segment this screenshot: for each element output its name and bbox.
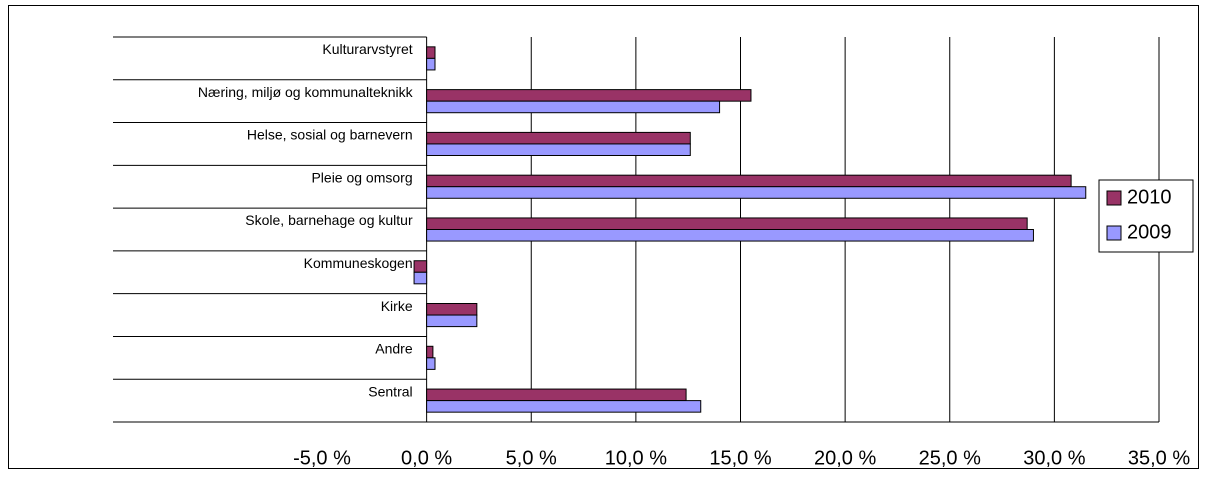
x-tick-label: 20,0 %: [814, 447, 876, 469]
legend-label: 2010: [1127, 186, 1172, 208]
bar: [426, 229, 1034, 242]
bar: [413, 271, 428, 285]
bar: [426, 345, 434, 359]
bar: [426, 57, 436, 71]
legend-swatch: [1106, 225, 1122, 241]
x-tick-label: 5,0 %: [506, 447, 557, 469]
bar: [426, 100, 721, 114]
bar: [426, 217, 1028, 230]
bar: [426, 314, 478, 328]
bar: [426, 174, 1072, 188]
bar: [426, 388, 687, 402]
y-tick-label: Kirke: [381, 298, 413, 314]
legend-label: 2009: [1127, 221, 1172, 243]
bar: [426, 89, 752, 102]
bar: [426, 143, 691, 156]
bar: [426, 46, 436, 59]
y-tick-label: Andre: [375, 341, 413, 357]
x-tick-label: 10,0 %: [605, 447, 667, 469]
y-tick-label: Kulturarvstyret: [322, 41, 412, 57]
x-tick-label: 35,0 %: [1128, 447, 1190, 469]
y-tick-label: Kommuneskogen: [304, 255, 413, 271]
bar: [426, 303, 478, 316]
bar: [426, 400, 702, 413]
y-tick-label: Helse, sosial og barnevern: [247, 127, 413, 143]
y-tick-label: Skole, barnehage og kultur: [245, 212, 413, 228]
x-tick-label: 30,0 %: [1023, 447, 1085, 469]
x-tick-label: 15,0 %: [709, 447, 771, 469]
x-tick-label: 25,0 %: [919, 447, 981, 469]
bar: [426, 186, 1087, 199]
y-tick-label: Næring, miljø og kommunalteknikk: [198, 84, 414, 100]
y-tick-label: Pleie og omsorg: [311, 169, 412, 185]
y-tick-label: Sentral: [368, 383, 412, 399]
bar: [426, 131, 691, 145]
x-tick-label: 0,0 %: [401, 447, 452, 469]
x-tick-label: -5,0 %: [293, 447, 351, 469]
bar: [426, 357, 436, 370]
bar: [413, 260, 428, 273]
legend-swatch: [1106, 190, 1122, 206]
